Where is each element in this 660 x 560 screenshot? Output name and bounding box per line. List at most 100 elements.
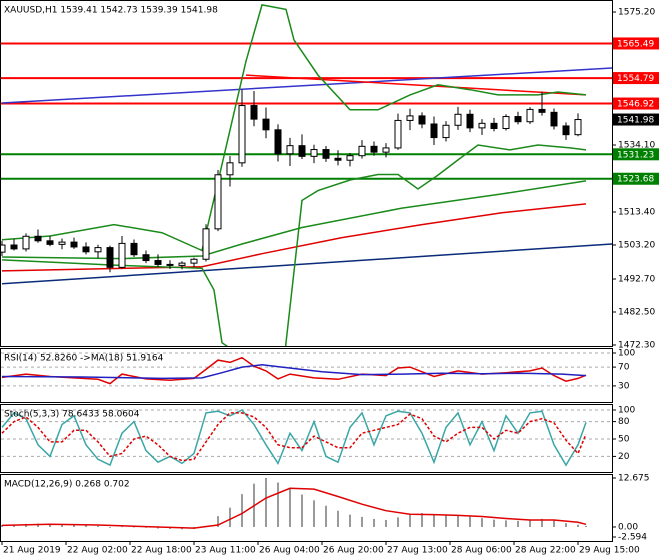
histogram-bar: [277, 482, 279, 527]
candle-body: [226, 162, 234, 176]
histogram-bar: [373, 518, 375, 527]
panel-frame: [0, 0, 613, 347]
series-line: [1, 243, 612, 285]
histogram-bar: [517, 520, 519, 527]
candle-body: [370, 145, 378, 153]
candle-body: [394, 119, 402, 149]
candle-body: [58, 241, 66, 245]
histogram-bar: [409, 514, 411, 527]
y-tick-label: 1575.20: [618, 8, 655, 18]
x-tick-label: 22 Aug 02:00: [67, 546, 128, 556]
candle-body: [82, 246, 90, 253]
histogram-bar: [505, 520, 507, 527]
candle-body: [382, 147, 390, 153]
plot-area: [1, 352, 612, 387]
level-label-box: [613, 72, 659, 85]
candle-body: [130, 242, 138, 256]
candle-body: [250, 105, 258, 120]
y-tick-label: -2.594: [618, 533, 647, 543]
histogram-bar: [313, 500, 315, 527]
y-tick-label: 1513.40: [618, 208, 655, 218]
histogram-bar: [1, 525, 3, 527]
x-tick-label: 28 Aug 22:00: [515, 546, 576, 556]
y-tick-label: 0.00: [618, 522, 638, 532]
series-line: [1, 364, 587, 380]
candle-body: [10, 244, 18, 250]
histogram-bar: [445, 515, 447, 527]
histogram-bar: [397, 517, 399, 527]
histogram-bar: [229, 507, 231, 527]
level-label-box: [613, 172, 659, 185]
series-line: [1, 4, 587, 252]
last-price-box: [613, 113, 659, 126]
panel-title: Stoch(5,3,3) 78.6433 58.0604: [4, 410, 140, 420]
candle-body: [286, 145, 294, 155]
candle-body: [358, 145, 366, 157]
candle-body: [94, 247, 102, 253]
plot-area: [1, 4, 612, 346]
series-line: [1, 180, 587, 260]
y-tick-label: 1492.70: [618, 274, 655, 284]
candle-body: [46, 240, 54, 245]
series-line: [1, 67, 612, 104]
histogram-bar: [337, 510, 339, 527]
candle-body: [298, 145, 306, 157]
plot-area: [1, 409, 612, 467]
histogram-bar: [577, 524, 579, 527]
histogram-bar: [481, 518, 483, 527]
histogram-bar: [157, 526, 159, 529]
candle-body: [538, 108, 546, 113]
series-line: [1, 409, 587, 467]
x-tick-label: 29 Aug 15:00: [579, 546, 640, 556]
candle-body: [70, 241, 78, 248]
x-tick-label: 26 Aug 20:00: [323, 546, 384, 556]
candle-body: [442, 124, 450, 139]
x-tick-label: 27 Aug 13:00: [387, 546, 448, 556]
candle-body: [322, 149, 330, 159]
histogram-bar: [145, 526, 147, 528]
candle-body: [214, 174, 222, 230]
histogram-bar: [97, 525, 99, 527]
histogram-bar: [565, 523, 567, 527]
candle-body: [34, 235, 42, 242]
histogram-bar: [433, 514, 435, 527]
y-tick-label: 1482.50: [618, 307, 655, 317]
histogram-bar: [457, 514, 459, 527]
candle-body: [22, 235, 30, 250]
candle-body: [418, 115, 426, 125]
histogram-bar: [289, 488, 291, 527]
series-line: [1, 356, 587, 385]
histogram-bar: [85, 525, 87, 527]
y-tick-label: 12.675: [618, 474, 650, 484]
panel-title: RSI(14) 52.8260 ->MA(18) 51.9164: [4, 354, 164, 364]
candle-body: [550, 111, 558, 127]
histogram-bar: [421, 513, 423, 527]
candle-body: [274, 129, 282, 155]
y-tick-label: 100: [618, 349, 635, 359]
histogram-bar: [469, 516, 471, 527]
y-tick-label: 100: [618, 406, 635, 416]
histogram-bar: [217, 516, 219, 527]
level-label: 1554.79: [617, 74, 654, 84]
panel-frame: [0, 348, 613, 403]
histogram-bar: [529, 520, 531, 527]
candle-body: [106, 247, 114, 268]
y-tick-label: 1503.20: [618, 241, 655, 251]
histogram-bar: [301, 494, 303, 527]
candle-body: [238, 105, 246, 164]
level-label: 1565.49: [617, 39, 654, 49]
histogram-bar: [73, 524, 75, 527]
candle-body: [1, 244, 6, 253]
histogram-bar: [109, 526, 111, 528]
y-tick-label: 30: [618, 381, 630, 391]
candle-body: [490, 122, 498, 130]
histogram-bar: [241, 494, 243, 527]
candle-body: [502, 116, 510, 130]
candle-body: [514, 116, 522, 123]
level-label-box: [613, 37, 659, 50]
histogram-bar: [121, 526, 123, 528]
histogram-bar: [361, 516, 363, 527]
candle-body: [178, 262, 186, 266]
histogram-bar: [585, 525, 587, 527]
y-tick-label: 80: [618, 417, 630, 427]
